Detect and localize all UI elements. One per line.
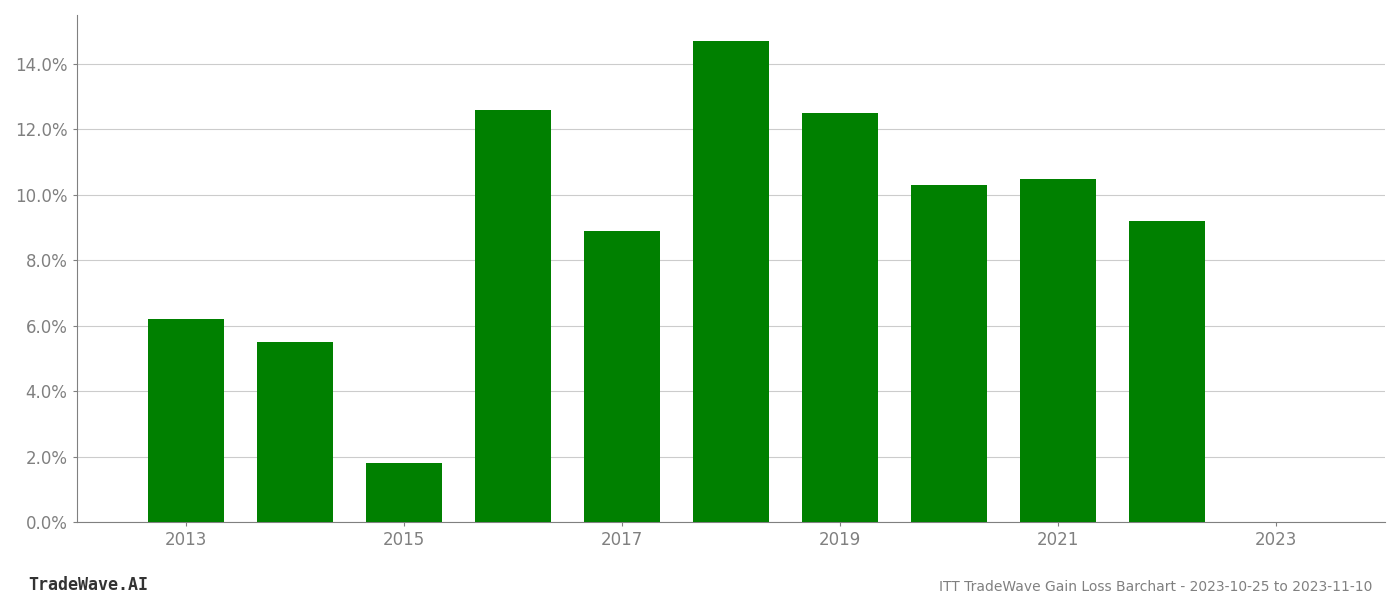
- Text: TradeWave.AI: TradeWave.AI: [28, 576, 148, 594]
- Bar: [365, 463, 442, 522]
- Bar: [693, 41, 769, 522]
- Bar: [802, 113, 878, 522]
- Bar: [911, 185, 987, 522]
- Bar: [475, 110, 552, 522]
- Text: ITT TradeWave Gain Loss Barchart - 2023-10-25 to 2023-11-10: ITT TradeWave Gain Loss Barchart - 2023-…: [938, 580, 1372, 594]
- Bar: [584, 231, 659, 522]
- Bar: [1019, 179, 1096, 522]
- Bar: [147, 319, 224, 522]
- Bar: [256, 342, 333, 522]
- Bar: [1128, 221, 1205, 522]
